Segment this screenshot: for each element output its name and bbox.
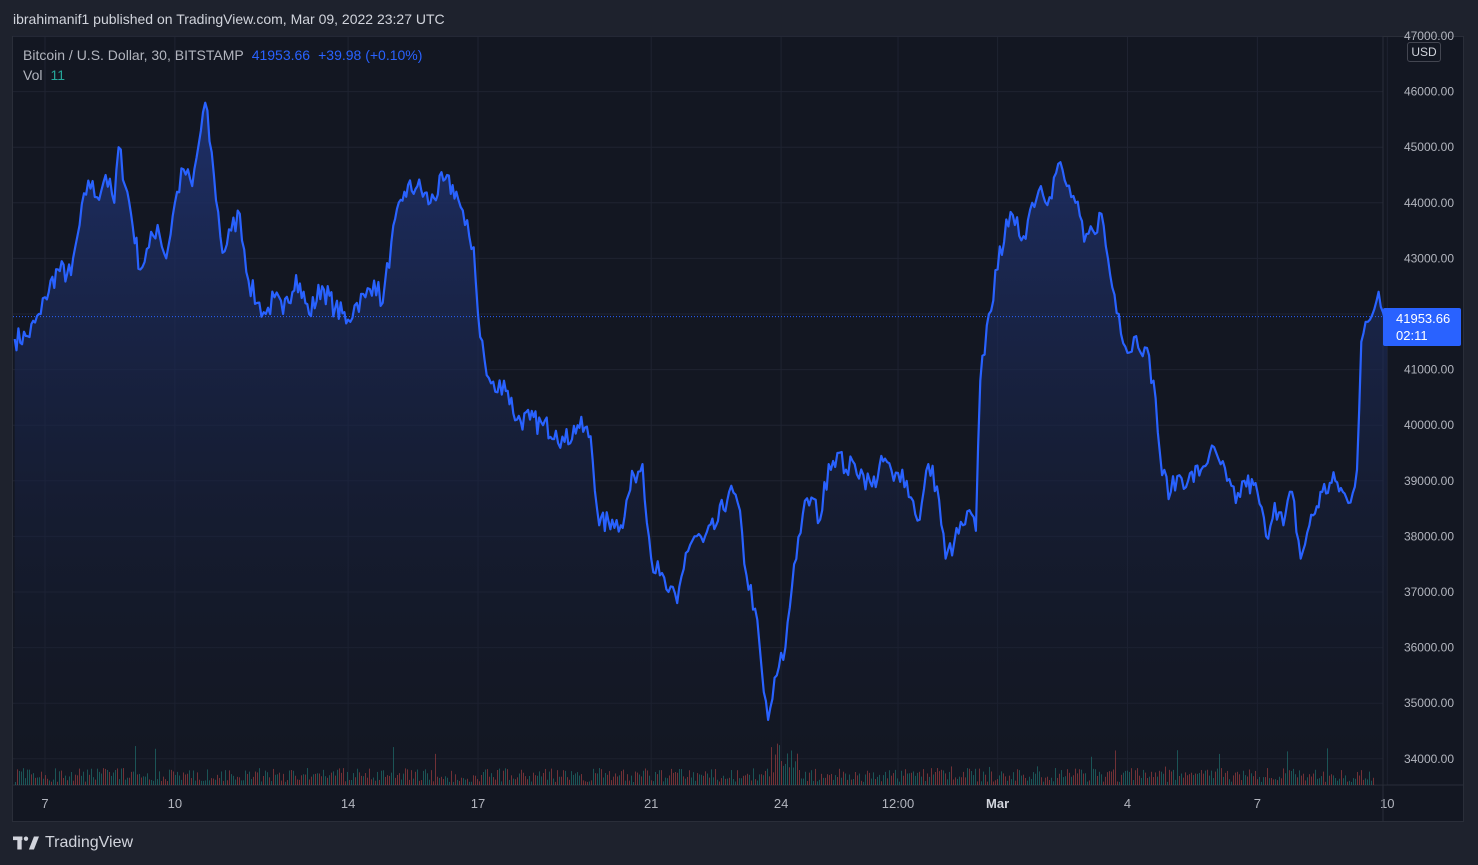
y-tick-label: 39000.00 (1404, 474, 1454, 488)
publish-bar: ibrahimanif1 published on TradingView.co… (0, 0, 1478, 36)
x-tick-label: 10 (1380, 796, 1394, 811)
y-tick-label: 43000.00 (1404, 251, 1454, 265)
x-tick-label: Mar (986, 796, 1009, 811)
legend-last-price: 41953.66 (251, 47, 311, 63)
legend-change: +39.98 (+0.10%) (318, 47, 423, 63)
y-tick-label: 38000.00 (1404, 529, 1454, 543)
y-tick-label: 36000.00 (1404, 641, 1454, 655)
volume-value: 11 (50, 67, 66, 83)
volume-label[interactable]: Vol (23, 67, 43, 83)
bar-countdown: 02:11 (1396, 328, 1428, 343)
y-tick-label: 44000.00 (1404, 196, 1454, 210)
price-area-fill (14, 102, 1388, 785)
y-tick-label: 37000.00 (1404, 585, 1454, 599)
currency-badge[interactable]: USD (1407, 42, 1441, 62)
x-tick-label: 7 (41, 796, 48, 811)
tradingview-brand[interactable]: TradingView (13, 832, 133, 854)
legend-symbol-row: Bitcoin / U.S. Dollar, 30, BITSTAMP 41953… (23, 45, 422, 65)
y-tick-label: 47000.00 (1404, 29, 1454, 43)
chart-legend: Bitcoin / U.S. Dollar, 30, BITSTAMP 41953… (23, 45, 422, 85)
y-tick-label: 46000.00 (1404, 85, 1454, 99)
last-price-tag: 41953.66 02:11 (1383, 308, 1461, 346)
x-tick-label: 17 (471, 796, 485, 811)
tradingview-logo-icon (13, 836, 39, 850)
y-tick-label: 35000.00 (1404, 696, 1454, 710)
symbol-title[interactable]: Bitcoin / U.S. Dollar, 30, BITSTAMP (23, 47, 244, 63)
footer: TradingView (0, 822, 1478, 865)
x-tick-label: 14 (341, 796, 355, 811)
y-tick-label: 41000.00 (1404, 363, 1454, 377)
x-tick-label: 21 (644, 796, 658, 811)
last-price-label: 41953.66 (1396, 311, 1451, 326)
x-tick-label: 24 (774, 796, 788, 811)
x-tick-label: 7 (1254, 796, 1261, 811)
x-tick-label: 4 (1124, 796, 1131, 811)
y-tick-label: 34000.00 (1404, 752, 1454, 766)
x-tick-label: 12:00 (882, 796, 915, 811)
brand-name: TradingView (45, 834, 134, 851)
publish-info: ibrahimanif1 published on TradingView.co… (13, 11, 445, 27)
price-line[interactable] (13, 101, 1389, 721)
legend-volume-row: Vol 11 (23, 65, 422, 85)
y-tick-label: 40000.00 (1404, 418, 1454, 432)
y-tick-label: 45000.00 (1404, 140, 1454, 154)
x-tick-label: 10 (168, 796, 182, 811)
